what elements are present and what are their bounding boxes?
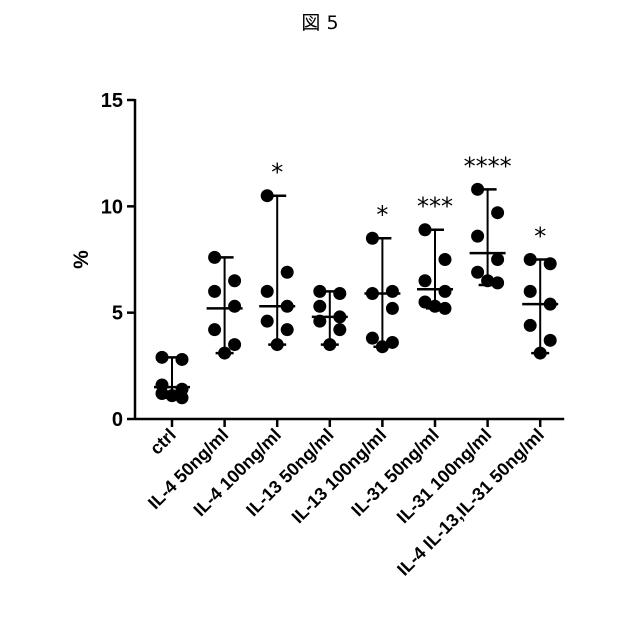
significance-label: ***	[417, 193, 453, 221]
group-4: *	[364, 201, 400, 353]
x-tick-label: ctrl	[146, 425, 180, 459]
data-point	[281, 323, 294, 336]
data-point	[333, 323, 346, 336]
y-axis-label: %	[70, 250, 93, 269]
data-point	[323, 338, 336, 351]
data-point	[271, 338, 284, 351]
data-point	[333, 310, 346, 323]
data-point	[481, 274, 494, 287]
data-point	[218, 347, 231, 360]
data-point	[228, 338, 241, 351]
data-point	[544, 298, 557, 311]
data-point	[419, 274, 432, 287]
y-tick-label: 15	[101, 90, 123, 112]
group-0	[154, 351, 190, 404]
data-point	[208, 323, 221, 336]
data-point	[333, 287, 346, 300]
group-3	[312, 285, 348, 351]
data-point	[439, 253, 452, 266]
significance-label: *	[376, 201, 388, 229]
data-point	[208, 251, 221, 264]
data-point	[491, 206, 504, 219]
data-point	[534, 347, 547, 360]
data-point	[491, 253, 504, 266]
data-point	[386, 285, 399, 298]
data-point	[544, 257, 557, 270]
data-point	[313, 285, 326, 298]
data-marks: **********	[154, 152, 558, 404]
data-point	[366, 287, 379, 300]
data-point	[386, 302, 399, 315]
data-point	[281, 300, 294, 313]
x-tick-label: IL-31 100ng/ml	[393, 425, 496, 528]
data-point	[261, 285, 274, 298]
significance-label: *	[534, 223, 546, 251]
data-point	[524, 319, 537, 332]
x-tick-label: IL-13 100ng/ml	[288, 425, 391, 528]
data-point	[313, 315, 326, 328]
data-point	[281, 266, 294, 279]
data-point	[376, 340, 389, 353]
significance-label: ****	[464, 152, 512, 180]
group-7: *	[522, 223, 558, 360]
data-point	[156, 351, 169, 364]
data-point	[228, 274, 241, 287]
data-point	[366, 332, 379, 345]
data-point	[419, 223, 432, 236]
data-point	[524, 285, 537, 298]
group-6: ****	[464, 152, 512, 289]
y-tick-label: 5	[112, 303, 123, 325]
data-point	[166, 389, 179, 402]
data-point	[208, 285, 221, 298]
data-point	[261, 189, 274, 202]
group-1	[207, 251, 243, 360]
data-point	[313, 300, 326, 313]
data-point	[228, 300, 241, 313]
data-point	[471, 230, 484, 243]
data-point	[471, 183, 484, 196]
group-2: *	[259, 159, 295, 351]
data-point	[439, 285, 452, 298]
y-tick-label: 10	[101, 196, 123, 218]
y-tick-label: 0	[112, 409, 123, 431]
data-point	[471, 266, 484, 279]
significance-label: *	[271, 159, 283, 187]
group-5: ***	[417, 193, 453, 315]
data-point	[366, 232, 379, 245]
data-point	[176, 353, 189, 366]
data-point	[429, 300, 442, 313]
data-point	[261, 315, 274, 328]
data-point	[544, 334, 557, 347]
data-point	[524, 253, 537, 266]
